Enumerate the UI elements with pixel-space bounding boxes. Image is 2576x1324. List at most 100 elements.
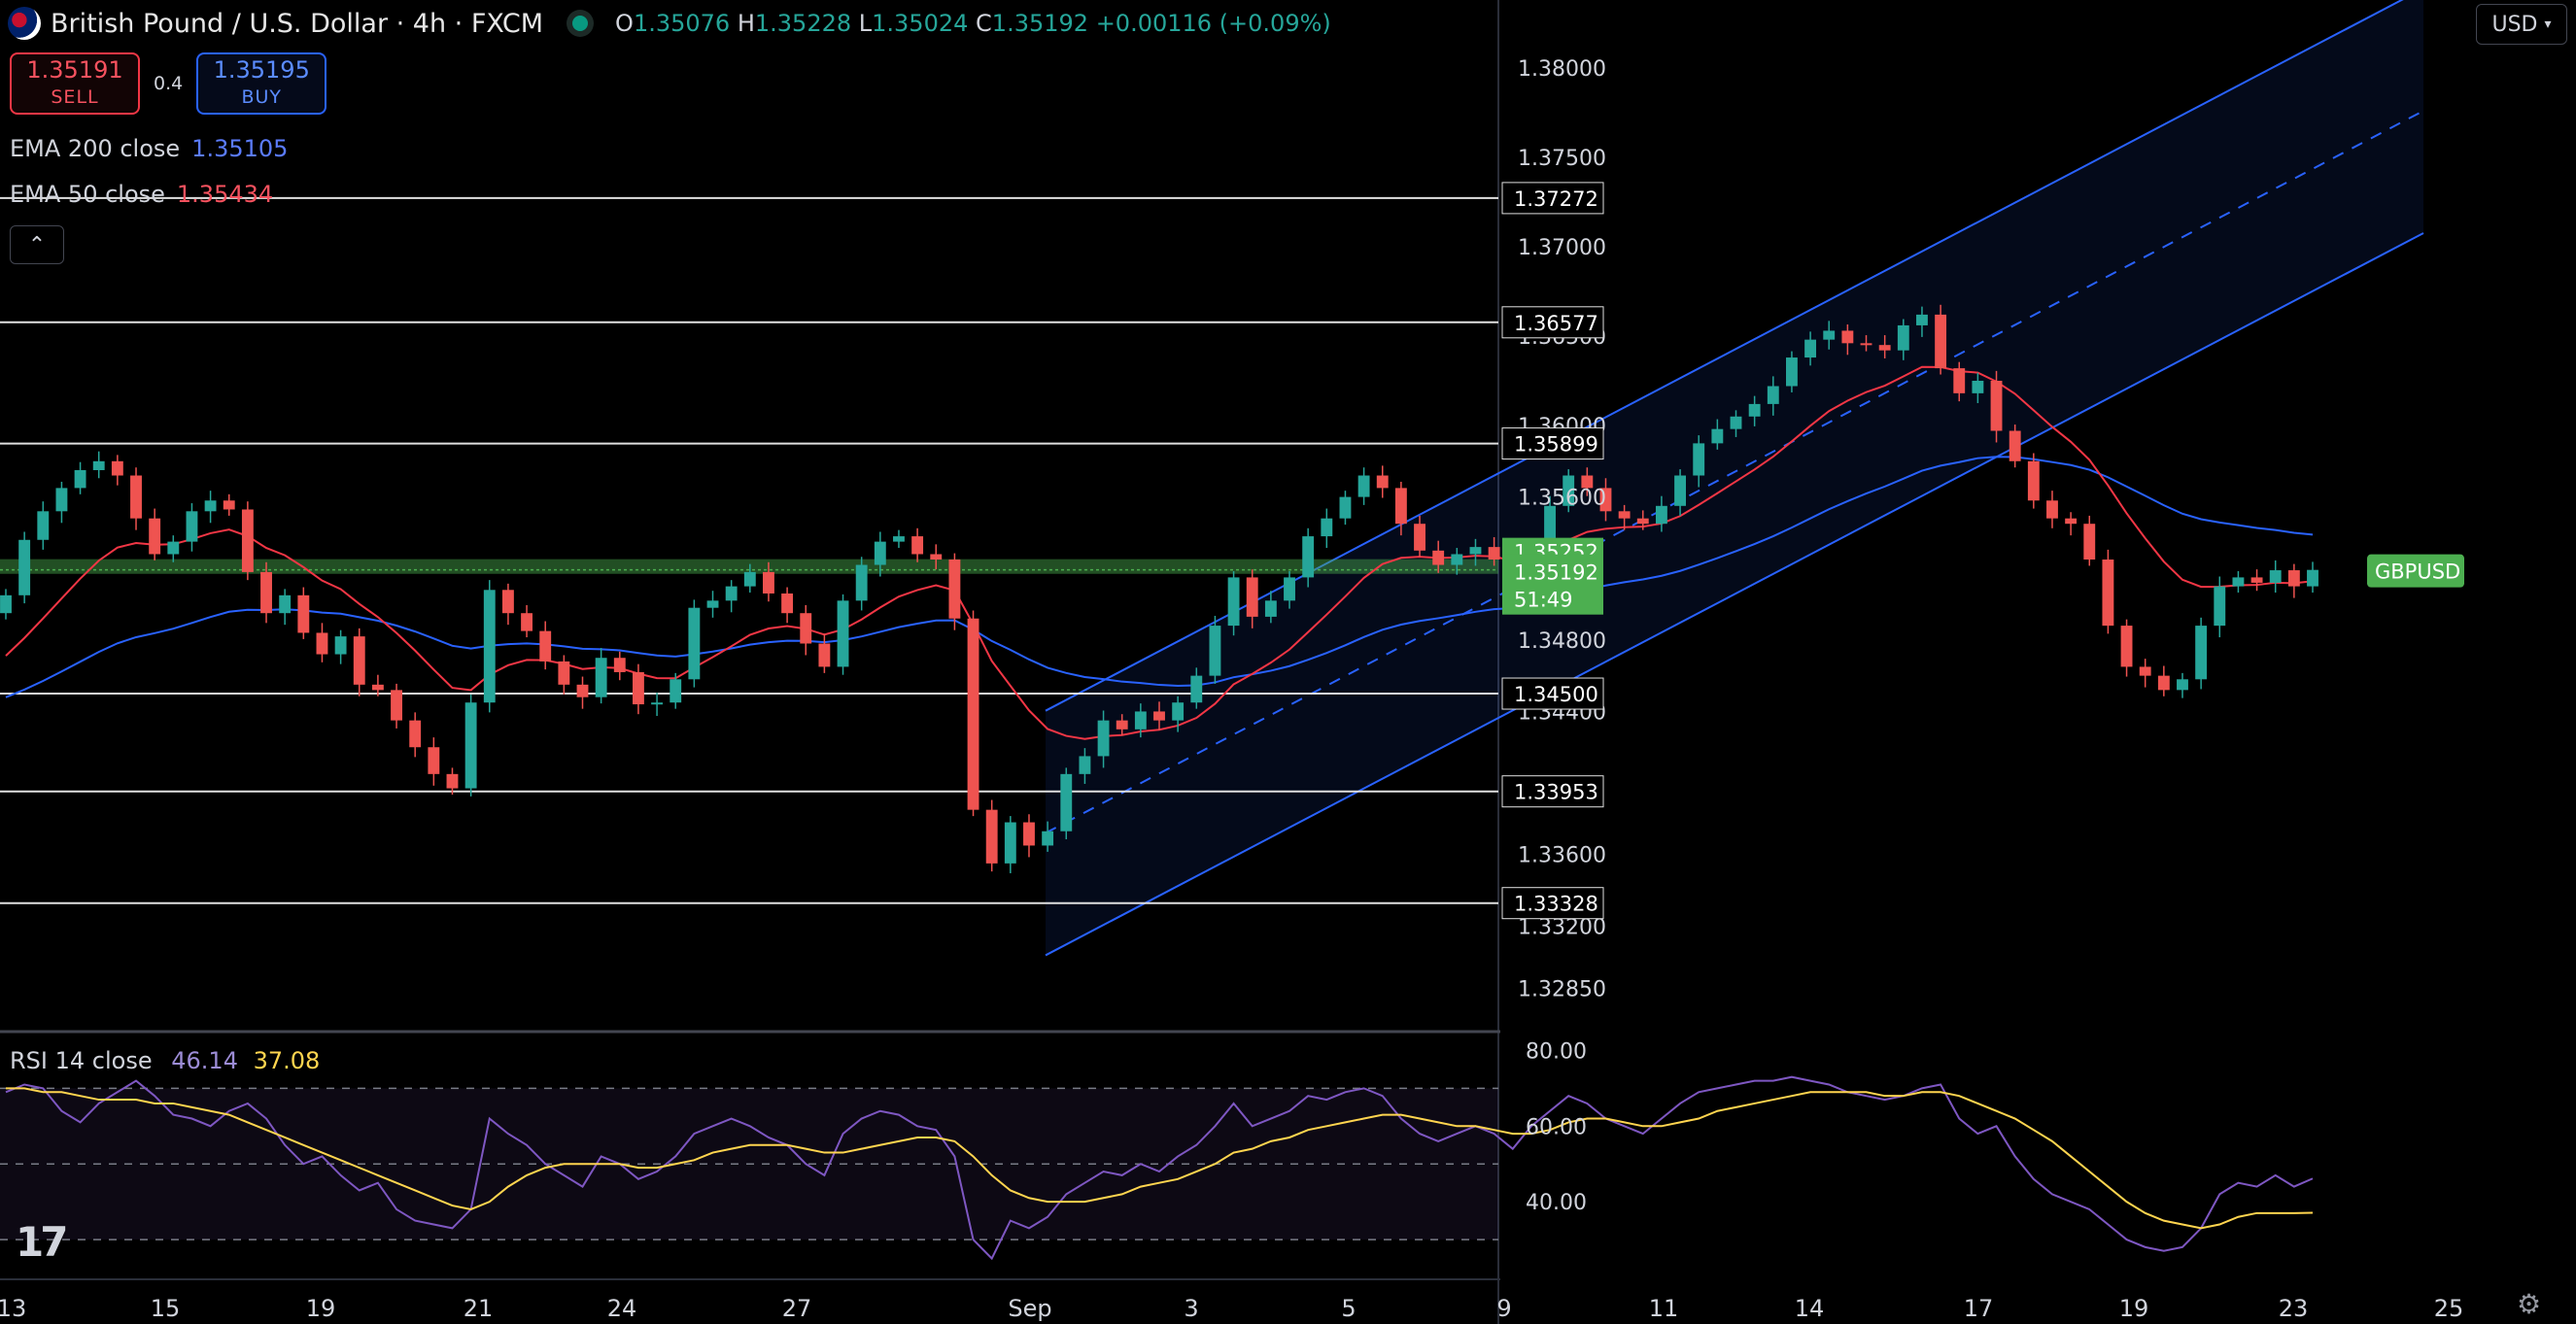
level-label: 1.33328 — [1514, 893, 1598, 916]
candle-body — [353, 636, 365, 685]
level-label-box — [1501, 887, 1604, 920]
spread-value: 0.4 — [154, 73, 184, 94]
ema50-label: EMA 50 close — [10, 181, 165, 208]
channel-mid-line — [1045, 110, 2424, 834]
time-tick-label: 9 — [1496, 1295, 1511, 1322]
tradingview-logo-icon: 17 — [16, 1218, 68, 1266]
candle-body — [2287, 570, 2300, 587]
buy-price: 1.35195 — [213, 56, 310, 84]
last-price-box — [1502, 554, 1603, 615]
candle-body — [1563, 475, 1575, 506]
sell-label: SELL — [51, 86, 99, 108]
candle-body — [1004, 822, 1016, 864]
rsi-value: 46.14 — [171, 1047, 238, 1074]
time-tick-label: 19 — [306, 1295, 336, 1322]
settings-gear-icon[interactable]: ⚙ — [2517, 1288, 2542, 1320]
candle-body — [2195, 626, 2208, 680]
level-label-box — [1501, 775, 1604, 808]
candle-body — [501, 590, 514, 614]
candle-body — [2139, 666, 2151, 676]
candle-body — [371, 684, 384, 691]
candle-body — [92, 460, 105, 470]
price-tick-label: 1.34800 — [1518, 629, 1606, 654]
gbp-usd-flag-icon — [8, 7, 41, 40]
last-price-label: 1.35192 — [1514, 561, 1598, 585]
time-tick-label: 17 — [1964, 1295, 1994, 1322]
candle-body — [1079, 756, 1091, 774]
candle-body — [837, 600, 849, 667]
candle-body — [893, 536, 905, 542]
candle-body — [1953, 368, 1966, 393]
candle-body — [2027, 460, 2040, 501]
candle-body — [576, 684, 589, 697]
candle-body — [1823, 330, 1836, 340]
candle-body — [1878, 345, 1891, 351]
chevron-up-icon: ⌃ — [27, 232, 47, 257]
candle-body — [279, 594, 292, 614]
ema50-legend[interactable]: EMA 50 close 1.35434 — [10, 181, 273, 208]
candle-body — [223, 500, 235, 510]
high-value: 1.35228 — [754, 10, 852, 37]
sell-button[interactable]: 1.35191 SELL — [10, 52, 140, 115]
candle-body — [1581, 475, 1594, 489]
candle-body — [2157, 675, 2170, 691]
currency-button[interactable]: USD ▾ — [2476, 4, 2567, 45]
level-label: 1.35899 — [1514, 433, 1598, 457]
time-tick-label: 21 — [464, 1295, 494, 1322]
candle-body — [1636, 518, 1649, 525]
candle-body — [37, 511, 50, 540]
buy-button[interactable]: 1.35195 BUY — [196, 52, 327, 115]
candle-body — [595, 658, 607, 697]
candle-body — [1674, 475, 1686, 506]
rsi-legend[interactable]: RSI 14 close 46.14 37.08 — [10, 1047, 320, 1074]
candle-body — [167, 541, 180, 555]
time-tick-label: 25 — [2434, 1295, 2464, 1322]
candle-body — [948, 560, 961, 619]
candle-body — [446, 773, 459, 789]
candle-body — [2120, 626, 2133, 667]
candle-body — [2214, 586, 2226, 627]
candle-body — [1469, 547, 1482, 555]
candle-body — [55, 488, 68, 512]
candle-body — [1860, 343, 1872, 346]
level-label-box — [1501, 306, 1604, 339]
symbol-label: GBPUSD — [2375, 560, 2460, 584]
candle-body — [613, 658, 626, 672]
candle-body — [930, 554, 943, 560]
collapse-legend-button[interactable]: ⌃ — [10, 225, 64, 264]
ema200-label: EMA 200 close — [10, 135, 181, 162]
candle-body — [818, 643, 831, 667]
ema200-value: 1.35105 — [191, 135, 289, 162]
candle-body — [74, 469, 86, 489]
candle-body — [855, 564, 868, 601]
candle-body — [1264, 600, 1277, 617]
ema200-legend[interactable]: EMA 200 close 1.35105 — [10, 135, 288, 162]
candle-body — [706, 600, 719, 608]
candle-body — [763, 571, 774, 594]
candle-body — [1060, 773, 1073, 832]
level-label-box — [1501, 677, 1604, 710]
time-tick-label: 3 — [1184, 1295, 1198, 1322]
time-tick-label: 23 — [2279, 1295, 2309, 1322]
level-label-box — [1501, 427, 1604, 460]
buy-label: BUY — [241, 86, 282, 108]
level-label-box — [1501, 182, 1604, 215]
symbol-title[interactable]: British Pound / U.S. Dollar · 4h · FXCM — [51, 8, 544, 39]
candle-body — [1339, 496, 1352, 519]
channel-lower-line — [1045, 232, 2424, 957]
candle-body — [409, 720, 422, 748]
level-label: 1.33953 — [1514, 781, 1598, 804]
candle-body — [725, 586, 738, 601]
candle-body — [1711, 428, 1724, 444]
candle-body — [743, 571, 756, 587]
candle-body — [2232, 577, 2245, 587]
level-label: 1.37272 — [1514, 187, 1598, 211]
ohlc-readout: O1.35076 H1.35228 L1.35024 C1.35192 +0.0… — [615, 10, 1331, 37]
candle-body — [1767, 386, 1779, 404]
candle-body — [2250, 577, 2263, 583]
candle-body — [149, 518, 161, 555]
channel-upper-line — [1045, 0, 2404, 712]
candle-body — [1246, 577, 1258, 617]
candle-body — [1153, 711, 1165, 721]
